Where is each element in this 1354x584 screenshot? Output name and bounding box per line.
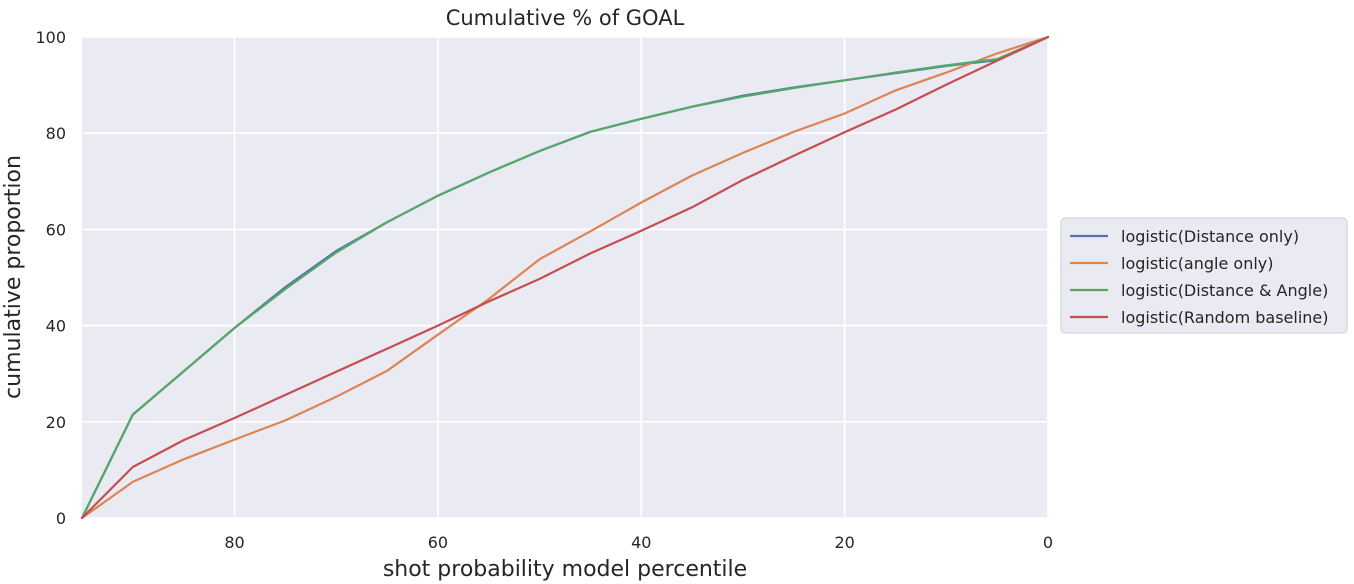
y-tick-label: 40 bbox=[46, 317, 66, 336]
x-axis-title: shot probability model percentile bbox=[383, 557, 747, 582]
legend: logistic(Distance only) logistic(angle on… bbox=[1060, 217, 1348, 334]
x-tick-label: 60 bbox=[428, 533, 448, 552]
plot-background bbox=[82, 37, 1048, 518]
series-lines bbox=[80, 35, 1050, 520]
y-tick-labels: 0 20 40 60 80 100 bbox=[35, 28, 66, 528]
x-tick-label: 40 bbox=[631, 533, 651, 552]
x-tick-labels: 80 60 40 20 0 bbox=[224, 533, 1053, 552]
legend-label: logistic(angle only) bbox=[1121, 254, 1274, 273]
chart-title: Cumulative % of GOAL bbox=[446, 6, 685, 30]
x-tick-label: 80 bbox=[224, 533, 244, 552]
y-tick-label: 20 bbox=[46, 413, 66, 432]
series-line-2 bbox=[80, 35, 1050, 520]
y-axis-title: cumulative proportion bbox=[1, 155, 26, 399]
y-tick-label: 100 bbox=[35, 28, 66, 47]
y-tick-label: 0 bbox=[56, 509, 66, 528]
y-tick-label: 80 bbox=[46, 124, 66, 143]
x-tick-label: 20 bbox=[834, 533, 854, 552]
legend-label: logistic(Random baseline) bbox=[1121, 308, 1329, 327]
y-tick-label: 60 bbox=[46, 220, 66, 239]
grid bbox=[82, 36, 1049, 519]
x-tick-label: 0 bbox=[1043, 533, 1053, 552]
legend-label: logistic(Distance & Angle) bbox=[1121, 281, 1328, 300]
series-line-4 bbox=[80, 35, 1050, 520]
legend-label: logistic(Distance only) bbox=[1121, 227, 1299, 246]
series-line-3 bbox=[80, 35, 1050, 520]
legend-box bbox=[1060, 217, 1348, 334]
